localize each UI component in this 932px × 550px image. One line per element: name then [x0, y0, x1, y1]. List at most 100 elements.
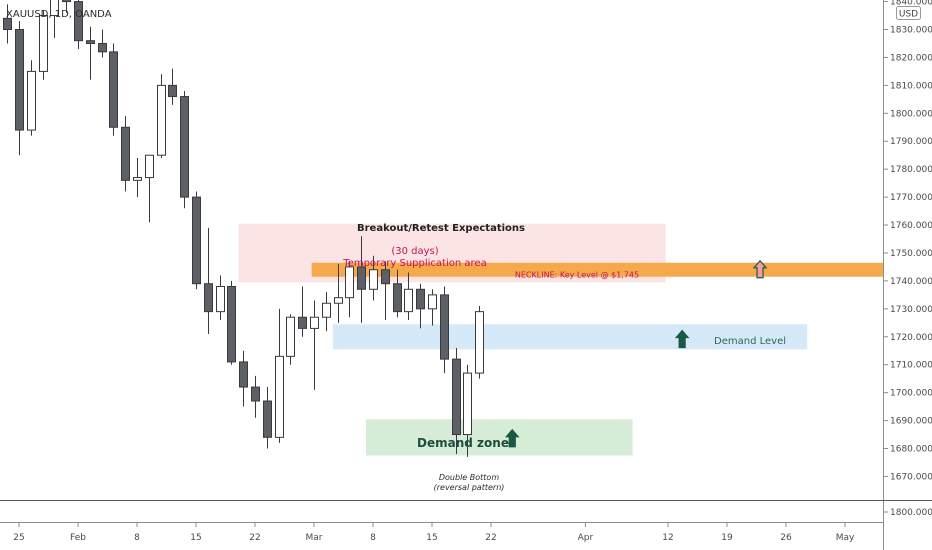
candle-body-bull — [475, 311, 484, 374]
candle — [227, 280, 236, 365]
neckline-label: NECKLINE: Key Level @ $1,745 — [515, 271, 639, 280]
time-axis[interactable]: 25 Feb 8 15 22 Mar 8 15 22 Apr 12 19 26 May — [13, 522, 855, 543]
time-tick-label: 25 — [13, 533, 24, 543]
candle — [298, 286, 307, 337]
candle — [463, 364, 472, 457]
up-arrow-icon — [504, 428, 520, 448]
candle-body-bull — [463, 372, 472, 436]
candle-body-bear — [204, 283, 213, 313]
time-tick-label: 19 — [721, 533, 733, 543]
candle-body-bear — [416, 288, 425, 310]
candle — [109, 43, 118, 136]
price-tick-label: 1820.000 — [890, 53, 932, 63]
candle-body-bear — [452, 358, 461, 436]
candle-body-bear — [3, 17, 12, 31]
price-tick-label: 1670.000 — [890, 472, 932, 482]
time-tick-label: 12 — [662, 533, 673, 543]
candle — [475, 306, 484, 379]
candle — [204, 227, 213, 334]
candle-body-bull — [50, 0, 59, 17]
price-tick-label: 1680.000 — [890, 445, 932, 455]
time-tick-label: 8 — [134, 533, 140, 543]
candle-body-bear — [381, 269, 390, 285]
double-bottom-label: Double Bottom — [439, 473, 499, 482]
time-tick-label: 26 — [780, 533, 792, 543]
candle-body-bull — [334, 297, 343, 304]
price-tick-label: 1700.000 — [890, 389, 932, 399]
price-tick-label: 1760.000 — [890, 221, 932, 231]
candle-body-bull — [39, 15, 48, 72]
candle — [27, 60, 36, 136]
candle-body-bull — [157, 84, 166, 156]
candle — [98, 29, 107, 58]
candle-body-bear — [180, 96, 189, 198]
candle — [263, 387, 272, 449]
candle-body-bear — [168, 84, 177, 98]
candle-body-bull — [322, 302, 331, 318]
neckline-zone — [311, 262, 883, 277]
candle-body-bear — [109, 51, 118, 128]
candle-body-bear — [62, 0, 71, 3]
candle — [428, 289, 437, 326]
demand-zone — [365, 419, 633, 456]
candle — [381, 261, 390, 321]
candle — [369, 255, 378, 301]
price-tick-label: 1780.000 — [890, 165, 932, 175]
zones-layer — [238, 223, 883, 456]
candle — [357, 236, 366, 323]
candle-body-bull — [275, 355, 284, 438]
time-tick-label: 22 — [249, 533, 260, 543]
candle — [180, 90, 189, 209]
candle — [157, 74, 166, 159]
candle — [86, 26, 95, 80]
currency-badge[interactable]: USD — [896, 6, 921, 20]
candle-body-bull — [216, 286, 225, 313]
candle — [50, 0, 59, 38]
price-tick-label: 1810.000 — [890, 81, 932, 91]
candle — [345, 261, 354, 318]
candle-body-bull — [369, 269, 378, 290]
candle-body-bull — [404, 288, 413, 313]
demand-zone-label: Demand zone — [417, 436, 509, 450]
price-tick-label: 1830.000 — [890, 26, 932, 36]
candle-body-bear — [121, 126, 130, 181]
candle — [322, 292, 331, 332]
lower-pane-tick-label: 1800.000 — [890, 508, 932, 518]
candle-body-bear — [440, 294, 449, 360]
price-tick-label: 1740.000 — [890, 277, 932, 287]
candle-body-bull — [286, 316, 295, 357]
price-tick-label: 1800.000 — [890, 109, 932, 119]
candle-body-bear — [227, 286, 236, 363]
price-tick-label: 1770.000 — [890, 193, 932, 203]
up-arrow-icon — [674, 329, 690, 349]
time-tick-label: 15 — [426, 533, 437, 543]
time-tick-label: Apr — [578, 533, 594, 543]
candle-body-bull — [27, 70, 36, 131]
candle — [275, 308, 284, 443]
price-tick-label: 1690.000 — [890, 417, 932, 427]
supplication-label: Temporary Supplication area — [342, 258, 486, 269]
up-arrow-icon — [752, 259, 768, 279]
candle — [440, 286, 449, 374]
candle — [121, 116, 130, 192]
price-tick-label: 1750.000 — [890, 249, 932, 259]
candle — [251, 375, 260, 418]
price-axis[interactable]: 1840.000 1830.000 1820.000 1810.000 1800.000… — [883, 0, 932, 518]
time-tick-label: 8 — [370, 533, 376, 543]
symbol-label: XAUUSD, 1D, OANDA — [6, 9, 112, 20]
currency-badge-text: USD — [899, 10, 918, 20]
candle-body-bear — [86, 40, 95, 44]
price-tick-label: 1840.000 — [890, 0, 932, 8]
candle — [286, 314, 295, 365]
arrows-layer — [504, 259, 768, 448]
candle — [74, 0, 83, 50]
candle-body-bear — [74, 1, 83, 42]
candle — [334, 264, 343, 323]
candle — [310, 300, 319, 390]
candle-body-bear — [192, 196, 201, 285]
candle-body-bear — [239, 361, 248, 388]
candle-body-bear — [251, 386, 260, 402]
candle — [15, 21, 24, 156]
candles-layer — [3, 0, 484, 457]
